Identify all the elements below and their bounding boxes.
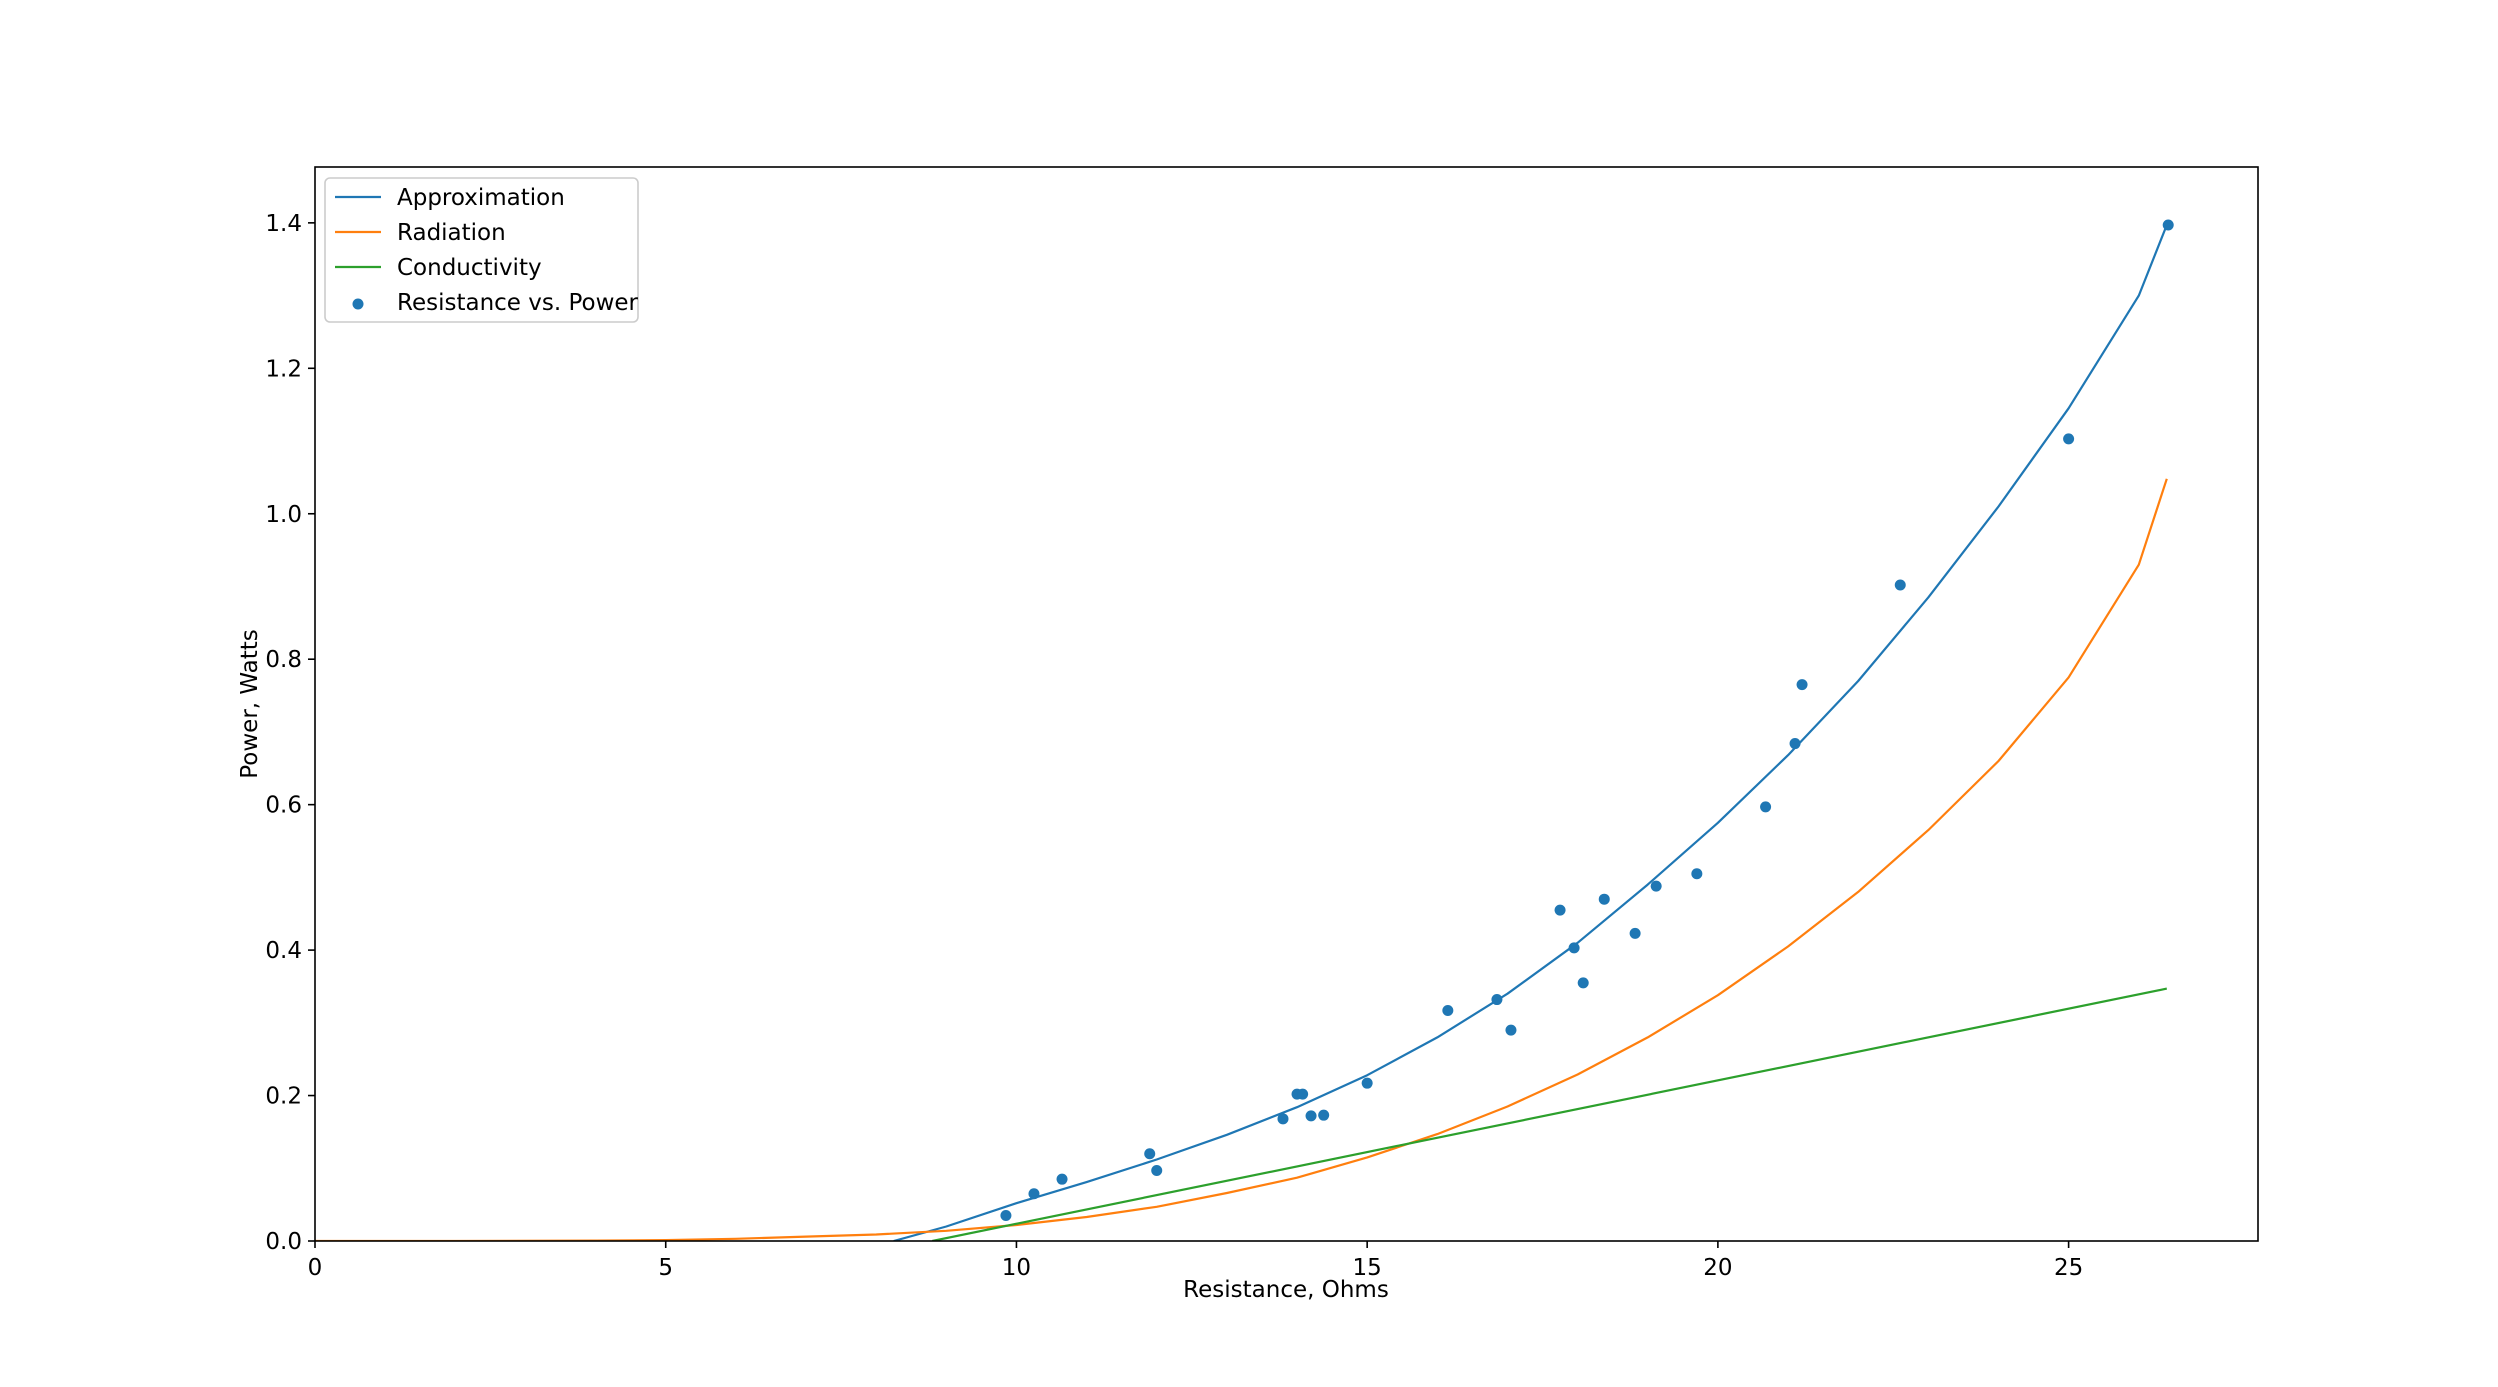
scatter-point [1305, 1110, 1317, 1122]
x-tick-label: 20 [1703, 1255, 1732, 1281]
x-axis: 0 5 10 15 20 25 [308, 1241, 2083, 1281]
scatter-point [1789, 738, 1801, 750]
scatter-point [2063, 433, 2075, 445]
legend-label: Radiation [397, 220, 506, 246]
scatter-point [1760, 801, 1772, 813]
x-tick-label: 5 [658, 1255, 673, 1281]
legend-label: Approximation [397, 185, 565, 211]
scatter-point [1650, 880, 1662, 892]
scatter-point [1151, 1164, 1163, 1176]
series-radiation-line [315, 478, 2168, 1241]
scatter-point [1629, 927, 1641, 939]
x-axis-label: Resistance, Ohms [1183, 1277, 1389, 1303]
legend-label: Conductivity [397, 255, 542, 281]
y-tick-label: 1.2 [265, 356, 302, 382]
scatter-point [1577, 977, 1589, 989]
scatter-point [1056, 1173, 1068, 1185]
scatter-point [1894, 579, 1906, 591]
series-conductivity-line [932, 987, 2168, 1241]
scatter-point [1361, 1077, 1373, 1089]
y-tick-label: 1.0 [265, 502, 302, 528]
series-approximation-line [893, 224, 2168, 1241]
legend-swatch [352, 298, 364, 310]
y-tick-label: 0.4 [265, 938, 302, 964]
y-tick-label: 0.2 [265, 1084, 302, 1110]
scatter-point [1318, 1109, 1330, 1121]
x-tick-label: 15 [1353, 1255, 1382, 1281]
legend-box [324, 177, 639, 323]
scatter-point [1691, 868, 1703, 880]
y-axis: 0.0 0.2 0.4 0.6 0.8 1.0 1.2 1.4 [265, 211, 315, 1255]
scatter-point [1568, 942, 1580, 954]
scatter-point [1796, 679, 1808, 691]
y-tick-label: 1.4 [265, 211, 302, 237]
series-layer [315, 219, 2174, 1241]
plot-frame [314, 166, 2259, 1242]
legend: Approximation Radiation Conductivity Resist… [324, 177, 639, 323]
scatter-point [2162, 219, 2174, 231]
x-tick-label: 25 [2054, 1255, 2083, 1281]
scatter-point [1505, 1024, 1517, 1036]
scatter-point [1277, 1113, 1289, 1125]
x-tick-label: 10 [1002, 1255, 1031, 1281]
y-tick-label: 0.8 [265, 647, 302, 673]
y-tick-label: 0.0 [265, 1229, 302, 1255]
y-axis-label: Power, Watts [237, 629, 263, 779]
scatter-point [1000, 1210, 1012, 1222]
plot-area [315, 167, 2258, 1241]
scatter-point [1442, 1004, 1454, 1016]
x-tick-label: 0 [308, 1255, 323, 1281]
legend-label: Resistance vs. Power [397, 290, 639, 316]
y-tick-label: 0.6 [265, 793, 302, 819]
scatter-point [1598, 893, 1610, 905]
scatter-point [1144, 1148, 1156, 1160]
scatter-point [1297, 1088, 1309, 1100]
scatter-point [1491, 994, 1503, 1006]
scatter-point [1554, 904, 1566, 916]
scatter-point [1028, 1188, 1040, 1200]
